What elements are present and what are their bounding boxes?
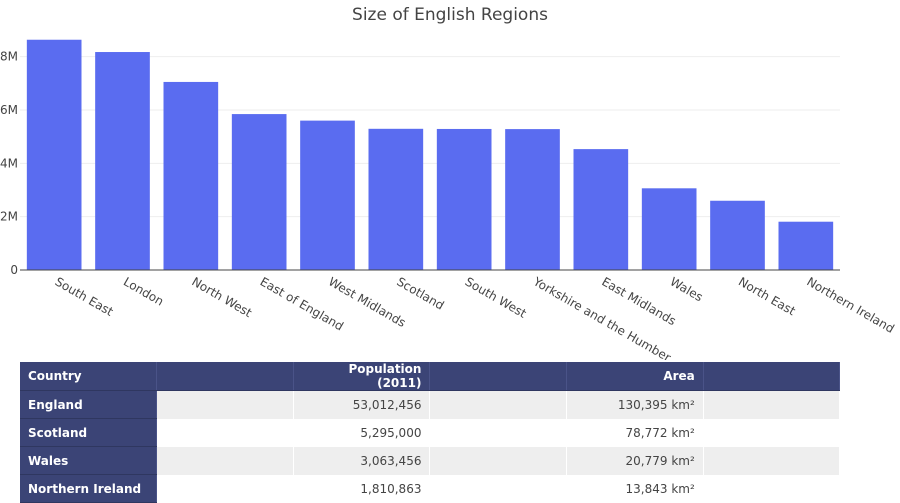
bar[interactable] [231, 114, 287, 270]
x-tick-label: Wales [668, 274, 706, 304]
header-area: Area [566, 362, 704, 391]
row-population: 53,012,456 [293, 390, 431, 419]
header-country: Country [20, 362, 158, 391]
table-cell [703, 446, 841, 475]
bar[interactable] [710, 200, 765, 270]
table-row: England 53,012,456 130,395 km² [20, 390, 841, 419]
bar[interactable] [641, 188, 697, 270]
y-tick-label: 2M [0, 210, 18, 224]
row-population: 3,063,456 [293, 446, 431, 475]
x-tick-label: South West [463, 274, 529, 320]
row-country: Northern Ireland [20, 474, 158, 503]
x-tick-label: North West [189, 274, 254, 320]
table-row: Wales 3,063,456 20,779 km² [20, 446, 841, 475]
bar[interactable] [436, 128, 492, 270]
table-cell [429, 418, 568, 447]
table-cell [703, 474, 841, 503]
bar-chart: Size of English Regions 0 2M 4M 6M 8M South … [0, 5, 897, 360]
table-cell [156, 446, 294, 475]
row-area: 130,395 km² [566, 390, 704, 419]
table-cell [156, 418, 294, 447]
x-axis-labels: South East London North West East of Englan… [53, 274, 897, 360]
header-spacer-1 [156, 362, 294, 391]
y-axis-ticks: 0 2M 4M 6M 8M [0, 50, 18, 277]
table-header-row: Country Population (2011) Area [20, 362, 841, 391]
x-tick-label: London [121, 274, 166, 308]
row-population: 1,810,863 [293, 474, 431, 503]
header-spacer-3 [703, 362, 841, 391]
y-tick-label: 4M [0, 156, 18, 170]
row-area: 13,843 km² [566, 474, 704, 503]
y-tick-label: 0 [10, 263, 18, 277]
row-country: England [20, 390, 158, 419]
table-row: Scotland 5,295,000 78,772 km² [20, 418, 841, 447]
row-area: 78,772 km² [566, 418, 704, 447]
row-country: Wales [20, 446, 158, 475]
table-cell [429, 446, 568, 475]
bars [26, 39, 834, 270]
table-cell [156, 390, 294, 419]
bar[interactable] [26, 39, 82, 270]
header-spacer-2 [429, 362, 568, 391]
row-population: 5,295,000 [293, 418, 431, 447]
bar[interactable] [300, 120, 355, 270]
table-cell [703, 418, 841, 447]
bar[interactable] [368, 128, 424, 270]
row-country: Scotland [20, 418, 158, 447]
row-area: 20,779 km² [566, 446, 704, 475]
table-cell [156, 474, 294, 503]
grid-lines [20, 56, 840, 218]
y-tick-label: 8M [0, 50, 18, 64]
chart-title: Size of English Regions [352, 5, 548, 25]
bar[interactable] [505, 129, 560, 270]
table-cell [429, 474, 568, 503]
bar[interactable] [95, 52, 150, 270]
header-population: Population (2011) [293, 362, 431, 391]
table-cell [703, 390, 841, 419]
data-table-wrapper: Country Population (2011) Area England 5… [20, 362, 841, 503]
bar[interactable] [573, 149, 629, 270]
x-tick-label: South East [53, 274, 116, 319]
bar[interactable] [163, 81, 219, 270]
x-tick-label: Northern Ireland [804, 274, 896, 335]
table-row: Northern Ireland 1,810,863 13,843 km² [20, 474, 841, 503]
x-tick-label: Scotland [394, 274, 446, 312]
y-tick-label: 6M [0, 103, 18, 117]
bar[interactable] [778, 221, 834, 270]
table-cell [429, 390, 568, 419]
x-tick-label: North East [736, 274, 798, 318]
data-table: Country Population (2011) Area England 5… [20, 362, 841, 503]
